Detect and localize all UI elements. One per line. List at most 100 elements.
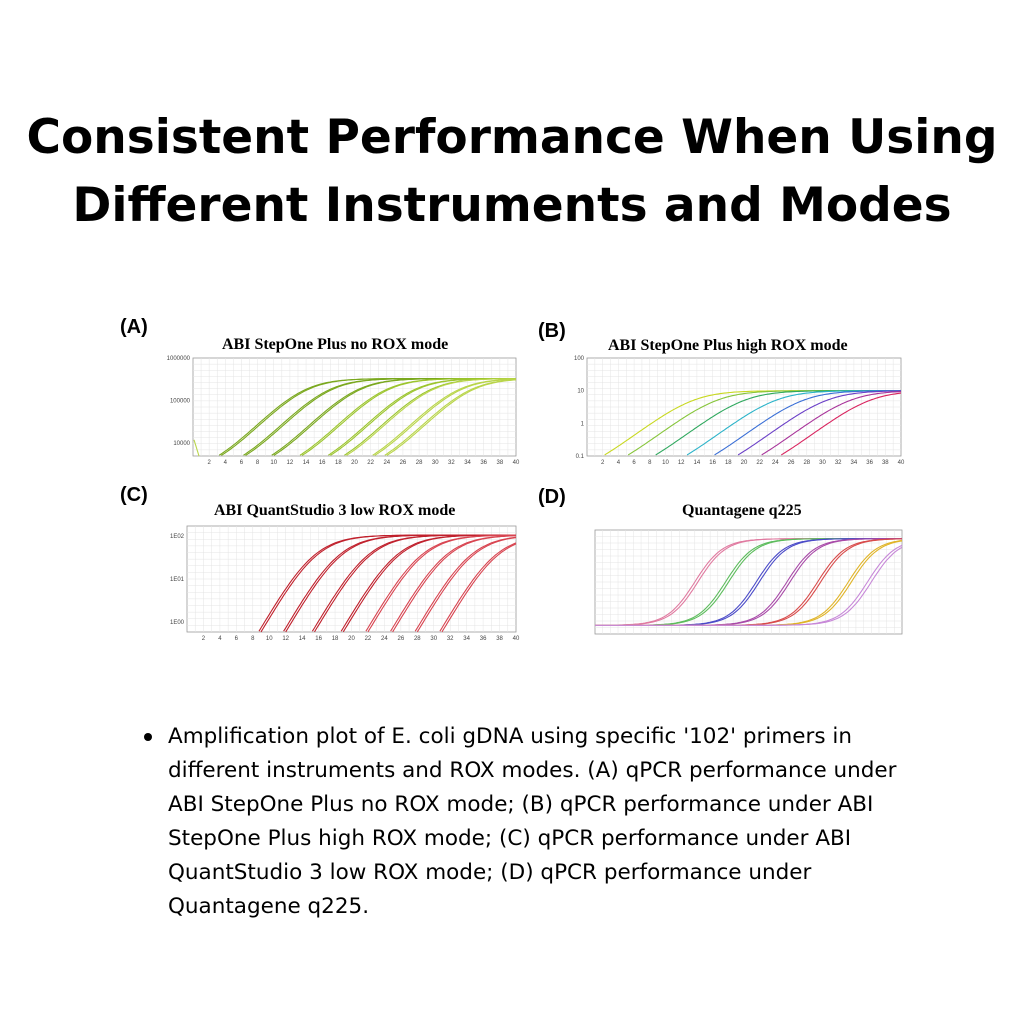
x-tick-label: 38 xyxy=(497,460,504,466)
amplification-curve xyxy=(392,535,517,633)
x-tick-label: 14 xyxy=(694,460,701,466)
amplification-curve xyxy=(193,439,200,457)
x-tick-label: 38 xyxy=(496,636,503,642)
x-tick-label: 18 xyxy=(335,460,342,466)
x-tick-label: 8 xyxy=(251,636,255,642)
x-tick-label: 18 xyxy=(725,460,732,466)
panel-c-letter: (C) xyxy=(120,484,148,506)
y-tick-label: 1E02 xyxy=(170,534,185,540)
amplification-curve xyxy=(367,534,516,633)
x-tick-label: 4 xyxy=(218,636,222,642)
y-tick-label: 10 xyxy=(577,389,584,395)
x-tick-label: 22 xyxy=(365,636,372,642)
chart-a-plot: 2 4 6 8 10 12 14 16 18 20 22 24 26 28 30 32 34 36 38 401000… xyxy=(167,356,520,466)
x-tick-label: 6 xyxy=(235,636,239,642)
y-tick-label: 1 xyxy=(581,421,585,427)
panel-b-title: ABI StepOne Plus high ROX mode xyxy=(608,337,848,354)
x-tick-label: 12 xyxy=(282,636,289,642)
y-tick-label: 0.1 xyxy=(576,454,585,460)
amplification-curve xyxy=(416,537,517,633)
x-tick-label: 20 xyxy=(348,636,355,642)
x-tick-label: 34 xyxy=(464,460,471,466)
x-tick-label: 28 xyxy=(414,636,421,642)
x-tick-label: 40 xyxy=(513,460,520,466)
x-tick-label: 8 xyxy=(256,460,260,466)
x-tick-label: 6 xyxy=(632,460,636,466)
x-tick-label: 10 xyxy=(270,460,277,466)
x-tick-label: 28 xyxy=(803,460,810,466)
page-title: Consistent Performance When Using Differ… xyxy=(0,104,1024,240)
x-tick-label: 28 xyxy=(416,460,423,466)
x-tick-label: 12 xyxy=(678,460,685,466)
x-tick-label: 2 xyxy=(207,460,211,466)
x-tick-label: 34 xyxy=(463,636,470,642)
x-tick-label: 16 xyxy=(709,460,716,466)
caption-text: Amplification plot of E. coli gDNA using… xyxy=(168,724,897,919)
x-tick-label: 14 xyxy=(299,636,306,642)
x-tick-label: 26 xyxy=(400,460,407,466)
amplification-curve xyxy=(714,390,901,456)
x-tick-label: 14 xyxy=(303,460,310,466)
x-tick-label: 18 xyxy=(332,636,339,642)
x-tick-label: 10 xyxy=(662,460,669,466)
y-tick-label: 1E01 xyxy=(170,577,185,583)
x-tick-label: 22 xyxy=(367,460,374,466)
x-tick-label: 40 xyxy=(898,460,905,466)
x-tick-label: 20 xyxy=(351,460,358,466)
amplification-curve xyxy=(761,391,902,456)
x-tick-label: 36 xyxy=(480,460,487,466)
amplification-curve xyxy=(441,543,517,633)
chart-b-plot: 2 4 6 8 10 12 14 16 18 20 22 24 26 28 30 32 34 36 38 401001… xyxy=(574,356,905,466)
x-tick-label: 30 xyxy=(432,460,439,466)
x-tick-label: 32 xyxy=(447,636,454,642)
x-tick-label: 20 xyxy=(741,460,748,466)
x-tick-label: 16 xyxy=(315,636,322,642)
x-tick-label: 38 xyxy=(882,460,889,466)
x-tick-label: 40 xyxy=(513,636,520,642)
x-tick-label: 36 xyxy=(480,636,487,642)
x-tick-label: 34 xyxy=(851,460,858,466)
caption-bullet: Amplification plot of E. coli gDNA using… xyxy=(140,720,920,924)
x-tick-label: 6 xyxy=(240,460,244,466)
panel-d-title: Quantagene q225 xyxy=(682,502,802,519)
y-tick-label: 1E00 xyxy=(170,620,185,626)
panel-c-title: ABI QuantStudio 3 low ROX mode xyxy=(214,502,456,519)
y-tick-label: 100000 xyxy=(170,399,191,405)
x-tick-label: 24 xyxy=(383,460,390,466)
panel-a-title: ABI StepOne Plus no ROX mode xyxy=(222,336,449,353)
bullet-dot-icon xyxy=(144,733,152,741)
x-tick-label: 26 xyxy=(398,636,405,642)
amplification-curve xyxy=(595,546,903,626)
x-tick-label: 36 xyxy=(866,460,873,466)
y-tick-label: 10000 xyxy=(173,441,190,447)
amplification-curve xyxy=(346,378,516,456)
amplification-curve xyxy=(414,536,517,632)
chart-d-plot xyxy=(594,529,903,635)
x-tick-label: 22 xyxy=(756,460,763,466)
x-tick-label: 30 xyxy=(819,460,826,466)
y-tick-label: 1000000 xyxy=(167,356,191,362)
x-tick-label: 8 xyxy=(648,460,652,466)
x-tick-label: 32 xyxy=(448,460,455,466)
panel-a-letter: (A) xyxy=(120,316,148,338)
x-tick-label: 30 xyxy=(430,636,437,642)
x-tick-label: 16 xyxy=(319,460,326,466)
x-tick-label: 24 xyxy=(381,636,388,642)
x-tick-label: 2 xyxy=(601,460,605,466)
x-tick-label: 32 xyxy=(835,460,842,466)
x-tick-label: 4 xyxy=(224,460,228,466)
amplification-curve xyxy=(386,379,517,456)
panel-b-letter: (B) xyxy=(538,320,566,342)
y-tick-label: 100 xyxy=(574,356,585,362)
amplification-curve xyxy=(737,390,902,456)
title-line-2: Different Instruments and Modes xyxy=(72,178,952,233)
amplification-curve xyxy=(439,542,517,632)
panel-d-letter: (D) xyxy=(538,486,566,508)
title-line-1: Consistent Performance When Using xyxy=(26,110,998,165)
x-tick-label: 26 xyxy=(788,460,795,466)
x-tick-label: 12 xyxy=(287,460,294,466)
amplification-curve xyxy=(781,392,902,456)
x-tick-label: 2 xyxy=(202,636,206,642)
amplification-curve xyxy=(374,378,517,456)
x-tick-label: 4 xyxy=(617,460,621,466)
